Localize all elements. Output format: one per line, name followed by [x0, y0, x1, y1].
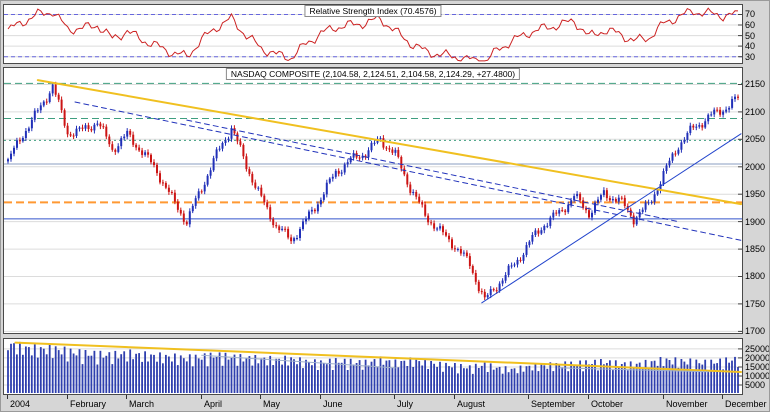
y-axis-label: 2150: [745, 79, 766, 90]
x-axis-label: October: [591, 399, 624, 409]
y-axis-label: 1700: [745, 326, 766, 337]
y-axis-label: 1950: [745, 189, 766, 200]
y-axis-label: 15000: [745, 361, 770, 372]
y-axis-label: 1800: [745, 271, 766, 282]
y-axis-label: 1900: [745, 216, 766, 227]
x-axis-tick: [394, 395, 395, 399]
price-plot[interactable]: [4, 68, 742, 333]
y-axis-label: 30: [745, 51, 756, 62]
x-axis-label: August: [457, 399, 486, 409]
y-axis-label: 2100: [745, 106, 766, 117]
x-axis-label: May: [263, 399, 281, 409]
y-axis-label: 40: [745, 41, 756, 52]
y-axis-label: 25000: [745, 343, 770, 354]
x-axis-label: December: [725, 399, 767, 409]
x-axis-tick: [722, 395, 723, 399]
y-axis-label: 60: [745, 20, 756, 31]
x-axis-tick: [528, 395, 529, 399]
price-title: NASDAQ COMPOSITE (2,104.58, 2,124.51, 2,…: [225, 68, 521, 80]
y-axis-label: 70: [745, 9, 756, 20]
x-axis-tick: [260, 395, 261, 399]
x-axis-label: June: [323, 399, 343, 409]
y-axis-label: 20000: [745, 352, 770, 363]
x-axis-label: February: [70, 399, 107, 409]
x-axis-label: 2004: [10, 399, 31, 409]
x-axis-tick: [201, 395, 202, 399]
y-axis-label: 2000: [745, 161, 766, 172]
x-axis-label: April: [204, 399, 223, 409]
volume-pane[interactable]: [3, 338, 743, 395]
rsi-plot[interactable]: [4, 5, 742, 63]
x-axis-label: November: [666, 399, 708, 409]
volume-plot[interactable]: [4, 339, 742, 394]
y-axis-label: 5000: [745, 379, 766, 390]
x-axis-tick: [454, 395, 455, 399]
x-axis-tick: [67, 395, 68, 399]
x-axis-label: March: [129, 399, 155, 409]
y-axis-label: 1850: [745, 244, 766, 255]
x-axis-tick: [126, 395, 127, 399]
x-axis-tick: [588, 395, 589, 399]
y-axis-label: 10000: [745, 370, 770, 381]
price-pane[interactable]: [3, 67, 743, 334]
x-axis-tick: [320, 395, 321, 399]
rsi-title: Relative Strength Index (70.4576): [304, 5, 442, 17]
x-axis-tick: [7, 395, 8, 399]
x-axis-tick: [663, 395, 664, 399]
y-axis-label: 1750: [745, 298, 766, 309]
x-axis-label: September: [531, 399, 576, 409]
y-axis-label: 50: [745, 30, 756, 41]
y-axis-label: 2050: [745, 134, 766, 145]
x-axis-label: July: [397, 399, 414, 409]
